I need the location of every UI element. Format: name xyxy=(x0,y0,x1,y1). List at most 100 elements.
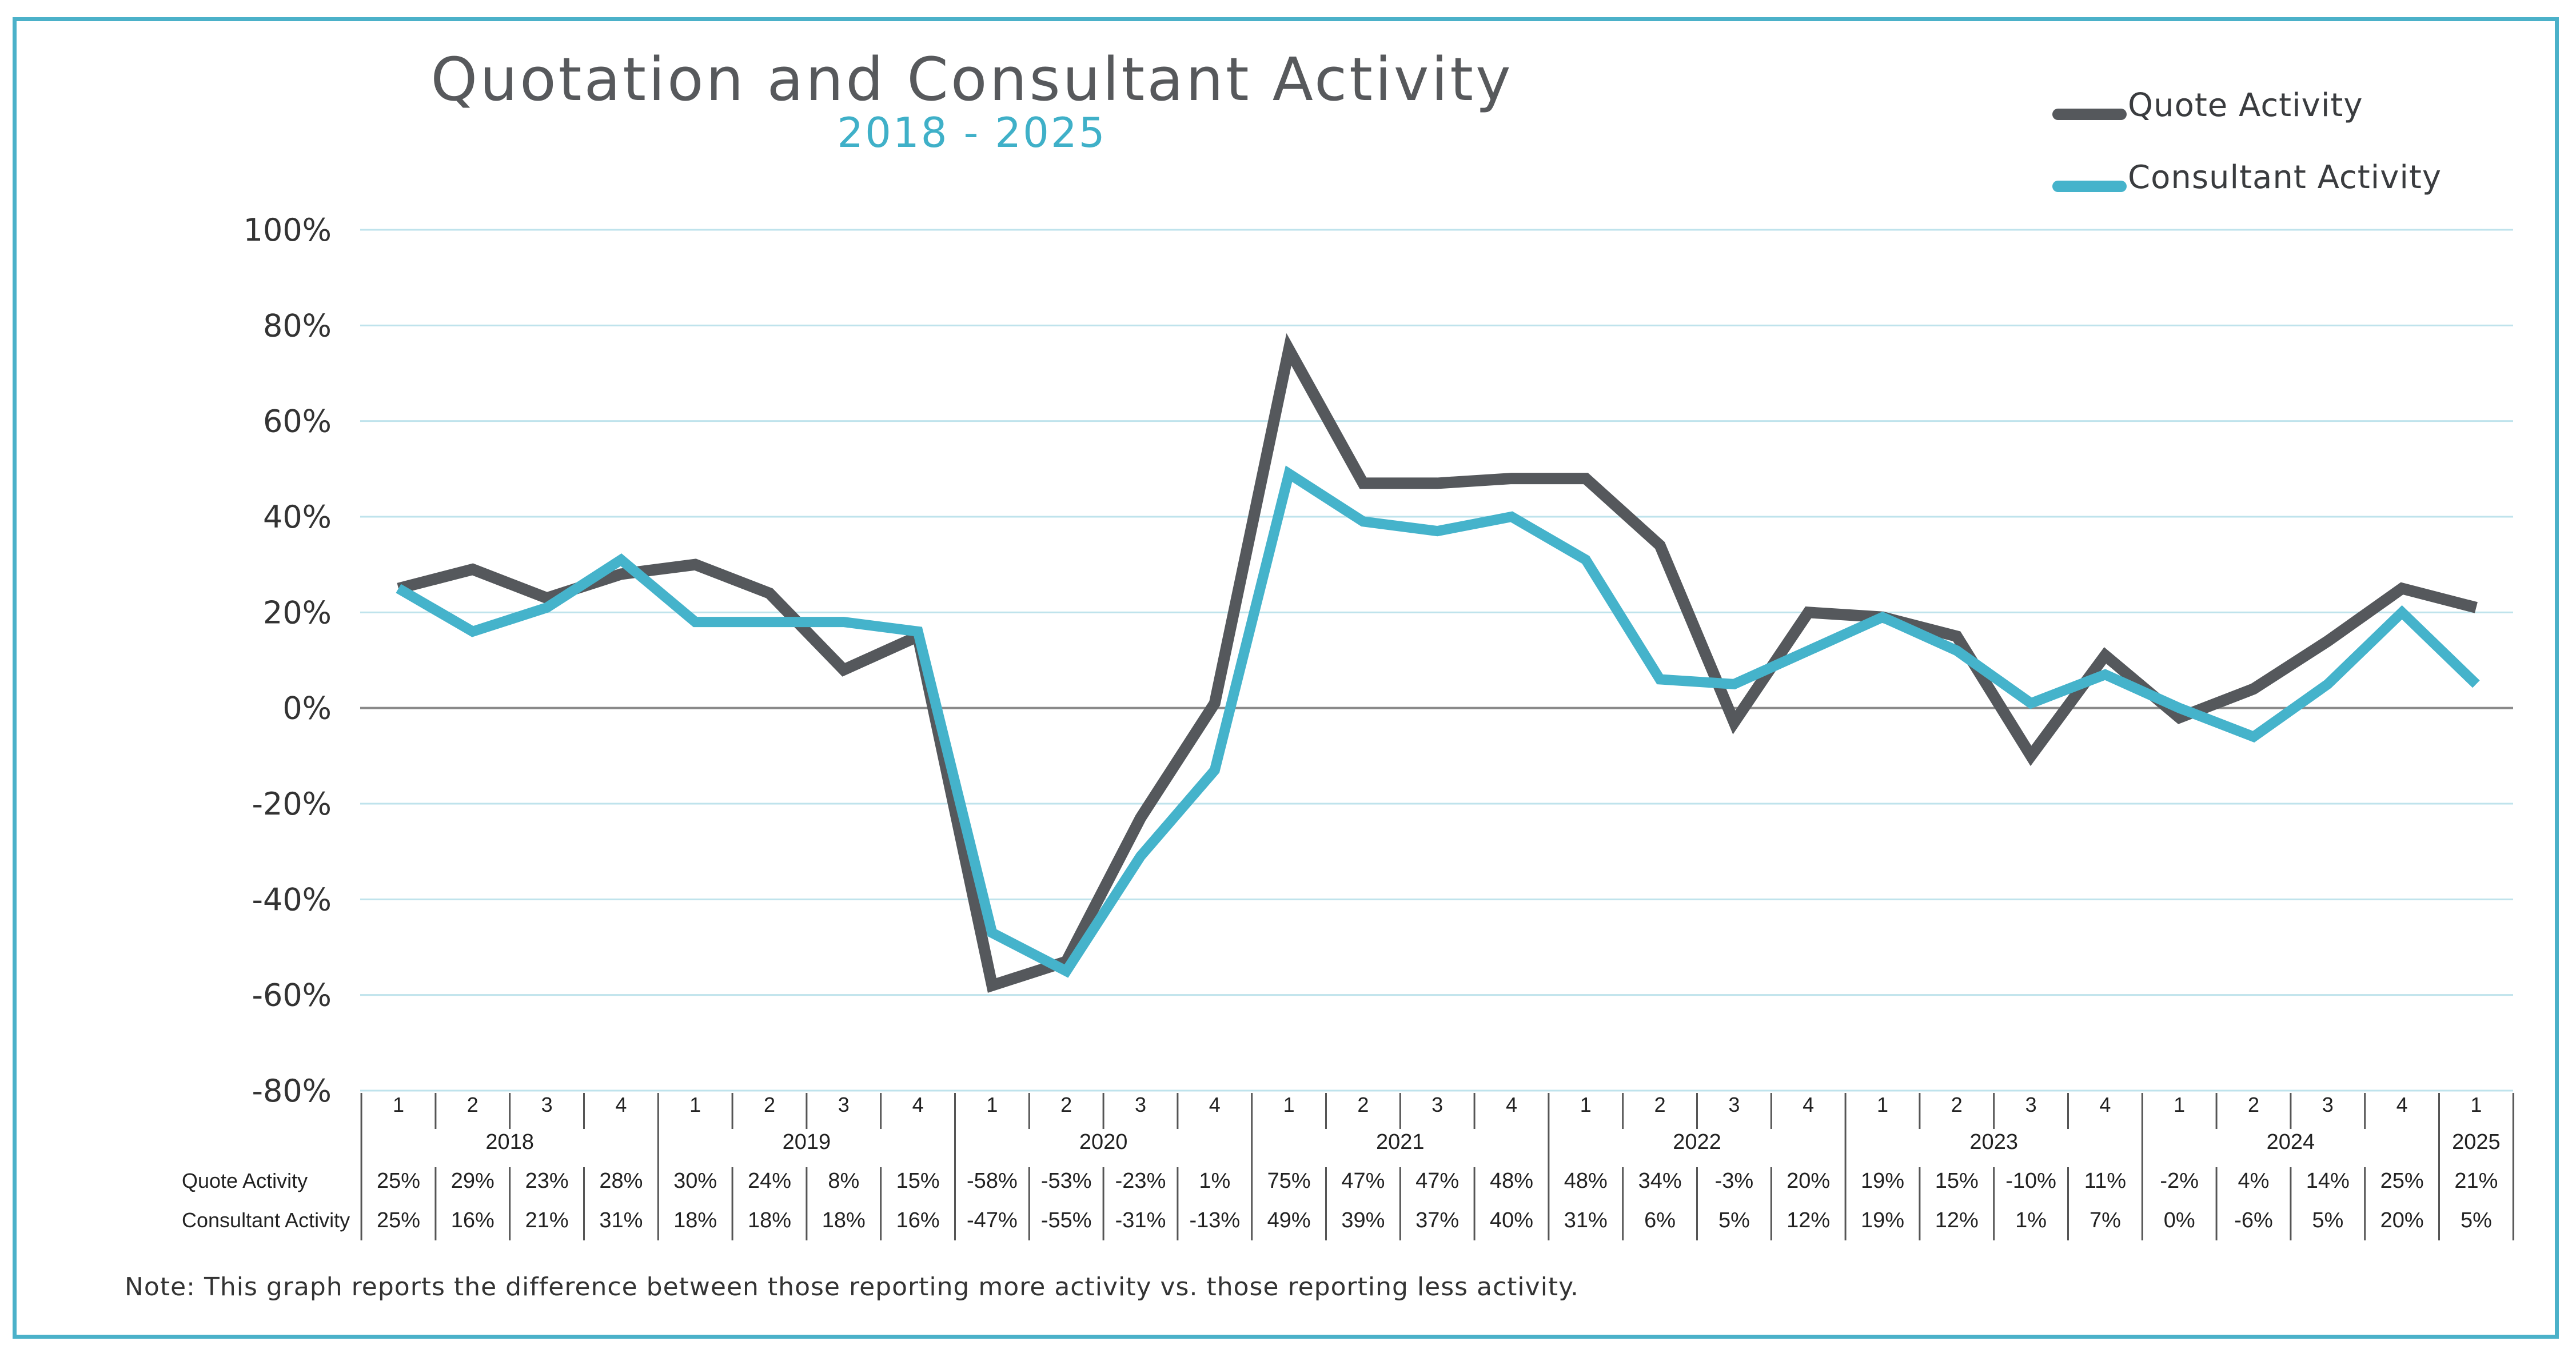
consultant-cell-value: 12% xyxy=(1787,1208,1830,1232)
quote-cell-value: 8% xyxy=(828,1169,859,1193)
quote-cell-value: 14% xyxy=(2306,1169,2350,1193)
y-tick-label: -60% xyxy=(252,977,332,1013)
consultant-cell-value: 18% xyxy=(673,1208,717,1232)
consultant-cell-value: 18% xyxy=(822,1208,866,1232)
quarter-tick-label: 1 xyxy=(2470,1093,2482,1116)
consultant-cell-value: 5% xyxy=(1718,1208,1750,1232)
consultant-cell-value: 39% xyxy=(1341,1208,1385,1232)
gridlines xyxy=(360,229,2513,1092)
consultant-cell-value: 18% xyxy=(748,1208,791,1232)
consultant-cell-value: 16% xyxy=(451,1208,495,1232)
quote-cell-value: 47% xyxy=(1415,1169,1459,1193)
quote-cell-value: 19% xyxy=(1861,1169,1904,1193)
quote-cell-value: 1% xyxy=(1199,1169,1230,1193)
legend-label-quote: Quote Activity xyxy=(2128,87,2363,124)
consultant-cell-value: 40% xyxy=(1490,1208,1533,1232)
quarter-tick-label: 4 xyxy=(2099,1093,2111,1116)
quote-cell-value: 23% xyxy=(525,1169,569,1193)
quote-cell-value: 24% xyxy=(748,1169,791,1193)
year-label: 2022 xyxy=(1673,1130,1721,1154)
quote-cell-value: 34% xyxy=(1638,1169,1682,1193)
quote-cell-value: 25% xyxy=(377,1169,420,1193)
quote-activity-line xyxy=(397,333,2478,993)
quote-cell-value: 25% xyxy=(2380,1169,2424,1193)
consultant-cell-value: 12% xyxy=(1935,1208,1979,1232)
quarter-tick-label: 2 xyxy=(1060,1093,1072,1116)
quarter-tick-label: 3 xyxy=(1431,1093,1443,1116)
quote-cell-value: 15% xyxy=(1935,1169,1979,1193)
quote-cell-value: 21% xyxy=(2454,1169,2498,1193)
year-label: 2020 xyxy=(1079,1130,1128,1154)
consultant-cell-value: 16% xyxy=(896,1208,940,1232)
quote-cell-value: -58% xyxy=(967,1169,1018,1193)
row-label-quote: Quote Activity xyxy=(182,1169,308,1192)
legend-label-consultant: Consultant Activity xyxy=(2128,159,2442,196)
quarter-tick-label: 3 xyxy=(2322,1093,2334,1116)
consultant-cell-value: -13% xyxy=(1189,1208,1240,1232)
year-label: 2025 xyxy=(2452,1130,2501,1154)
consultant-cell-value: 5% xyxy=(2461,1208,2492,1232)
quarter-tick-label: 3 xyxy=(2025,1093,2037,1116)
y-tick-label: -20% xyxy=(252,786,332,822)
y-tick-label: 0% xyxy=(282,691,332,727)
quote-cell-value: 29% xyxy=(451,1169,495,1193)
quote-cell-value: 48% xyxy=(1490,1169,1533,1193)
quote-cell-value: -3% xyxy=(1715,1169,1754,1193)
quarter-tick-label: 2 xyxy=(1357,1093,1369,1116)
quarter-tick-label: 3 xyxy=(838,1093,850,1116)
y-tick-label: -40% xyxy=(252,881,332,917)
quarter-tick-label: 1 xyxy=(1877,1093,1888,1116)
legend-swatch-quote xyxy=(2052,109,2127,120)
consultant-cell-value: 5% xyxy=(2312,1208,2343,1232)
consultant-cell-value: -55% xyxy=(1041,1208,1092,1232)
quote-cell-value: 75% xyxy=(1267,1169,1311,1193)
consultant-cell-value: 1% xyxy=(2015,1208,2047,1232)
quarter-tick-label: 1 xyxy=(689,1093,701,1116)
quarter-tick-label: 1 xyxy=(986,1093,998,1116)
series-lines xyxy=(396,333,2480,993)
row-label-consultant: Consultant Activity xyxy=(182,1208,350,1232)
consultant-cell-value: 25% xyxy=(377,1208,420,1232)
consultant-cell-value: 19% xyxy=(1861,1208,1904,1232)
quarter-tick-label: 4 xyxy=(615,1093,627,1116)
y-tick-label: 40% xyxy=(263,499,332,535)
consultant-cell-value: -31% xyxy=(1115,1208,1166,1232)
consultant-cell-value: 31% xyxy=(1564,1208,1608,1232)
y-tick-label: 20% xyxy=(263,594,332,630)
consultant-cell-value: 0% xyxy=(2164,1208,2195,1232)
consultant-activity-line xyxy=(396,465,2480,978)
quote-cell-value: 28% xyxy=(599,1169,643,1193)
consultant-cell-value: 21% xyxy=(525,1208,569,1232)
chart-frame xyxy=(13,17,2559,1339)
quote-cell-value: 48% xyxy=(1564,1169,1608,1193)
quarter-tick-label: 2 xyxy=(2248,1093,2259,1116)
quote-cell-value: 30% xyxy=(673,1169,717,1193)
quarter-tick-label: 4 xyxy=(912,1093,924,1116)
consultant-cell-value: 6% xyxy=(1644,1208,1676,1232)
year-label: 2021 xyxy=(1376,1130,1425,1154)
footnote: Note: This graph reports the difference … xyxy=(125,1272,1579,1302)
quote-cell-value: 47% xyxy=(1341,1169,1385,1193)
year-label: 2018 xyxy=(485,1130,534,1154)
quote-cell-value: -2% xyxy=(2160,1169,2199,1193)
quote-cell-value: 20% xyxy=(1787,1169,1830,1193)
chart-title: Quotation and Consultant Activity xyxy=(430,45,1513,114)
consultant-cell-value: 31% xyxy=(599,1208,643,1232)
quarter-tick-label: 2 xyxy=(1951,1093,1963,1116)
quarter-tick-label: 2 xyxy=(467,1093,478,1116)
y-tick-label: 100% xyxy=(244,212,332,248)
consultant-cell-value: 49% xyxy=(1267,1208,1311,1232)
quarter-tick-label: 1 xyxy=(1580,1093,1592,1116)
consultant-cell-value: 20% xyxy=(2380,1208,2424,1232)
consultant-cell-value: -47% xyxy=(967,1208,1018,1232)
year-label: 2019 xyxy=(783,1130,831,1154)
quarter-tick-label: 1 xyxy=(2174,1093,2185,1116)
year-label: 2023 xyxy=(1969,1130,2018,1154)
quote-cell-value: -10% xyxy=(2005,1169,2056,1193)
quarter-tick-label: 1 xyxy=(393,1093,404,1116)
y-tick-label: 80% xyxy=(263,308,332,344)
quarter-tick-label: 2 xyxy=(1654,1093,1666,1116)
data-table: 1 2 3 4 1 2 3 4 1 2 3 4 1 2 3 4 1 2 3 4 1 2 3 4 1 2 3 4 1 2018 2019 202… xyxy=(182,1093,2514,1240)
quarter-tick-label: 2 xyxy=(764,1093,775,1116)
